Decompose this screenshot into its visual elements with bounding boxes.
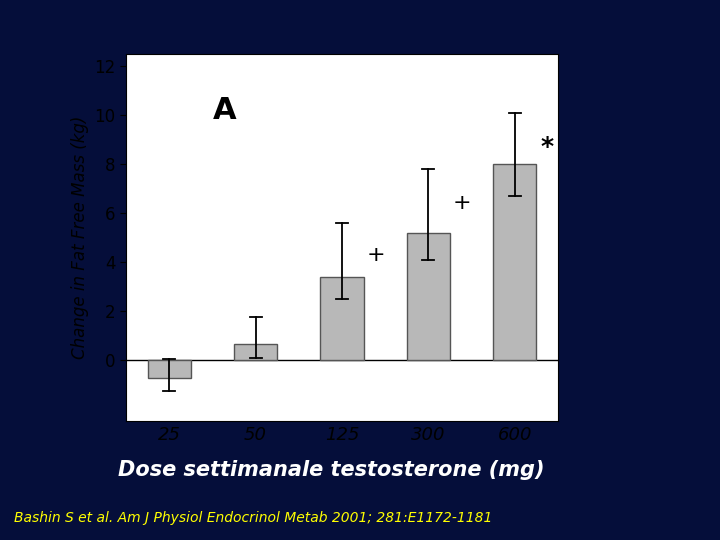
Text: *: * bbox=[541, 135, 554, 159]
Y-axis label: Change in Fat Free Mass (kg): Change in Fat Free Mass (kg) bbox=[71, 116, 89, 359]
Text: Bashin S et al. Am J Physiol Endocrinol Metab 2001; 281:E1172-1181: Bashin S et al. Am J Physiol Endocrinol … bbox=[14, 511, 492, 525]
Bar bbox=[234, 344, 277, 360]
Bar bbox=[320, 277, 364, 360]
Text: +: + bbox=[366, 245, 384, 265]
Text: A: A bbox=[212, 96, 236, 125]
Text: Dose settimanale testosterone (mg): Dose settimanale testosterone (mg) bbox=[118, 460, 544, 480]
Bar bbox=[407, 233, 450, 360]
Text: +: + bbox=[453, 193, 471, 213]
Bar bbox=[493, 164, 536, 360]
Bar bbox=[148, 360, 191, 379]
